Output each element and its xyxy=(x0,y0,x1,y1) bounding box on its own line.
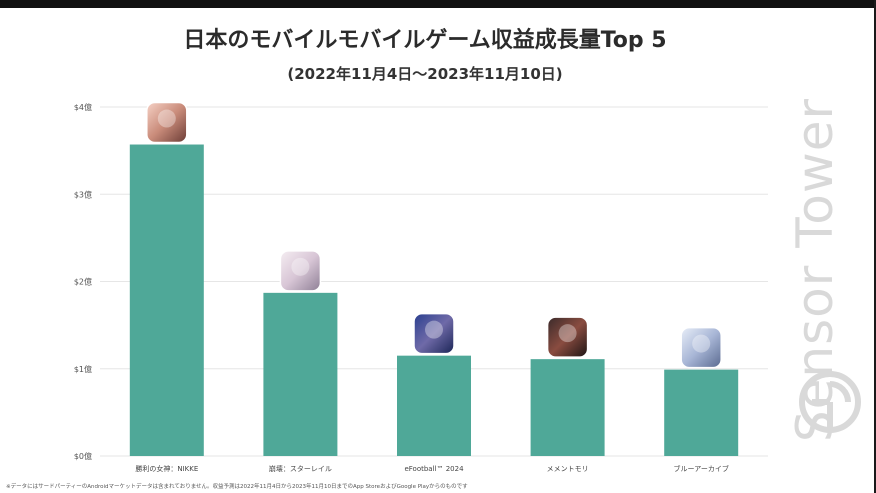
bar xyxy=(129,144,204,456)
y-tick-label: $1億 xyxy=(74,364,92,374)
bar xyxy=(530,359,605,456)
sensor-tower-watermark: Sensor Tower xyxy=(760,60,870,460)
x-axis-labels: 勝利の女神：NIKKE 崩壊：スターレイル eFootball™ 2024 メメントモ… xyxy=(135,464,729,473)
right-border xyxy=(874,0,876,493)
blue-archive-app-icon xyxy=(680,326,722,369)
star-rail-app-icon xyxy=(279,250,322,292)
bar xyxy=(263,292,338,456)
bars xyxy=(129,144,739,456)
memento-mori-app-icon xyxy=(546,316,589,358)
nikke-app-icon xyxy=(146,101,188,144)
x-tick-label: 崩壊：スターレイル xyxy=(269,464,332,473)
y-tick-label: $4億 xyxy=(74,102,92,112)
sensor-tower-logo-icon xyxy=(799,371,861,433)
y-tick-label: $3億 xyxy=(74,189,92,199)
footnote: ※データにはサードパーティーのAndroidマーケットデータは含まれておりません… xyxy=(6,484,468,490)
chart-subtitle: (2022年11月4日〜2023年11月10日) xyxy=(287,65,563,83)
x-tick-label: メメントモリ xyxy=(547,465,589,473)
x-tick-label: 勝利の女神：NIKKE xyxy=(135,464,198,473)
efootball-app-icon xyxy=(413,312,455,355)
bar xyxy=(664,369,739,456)
x-tick-label: ブルーアーカイブ xyxy=(674,464,729,473)
bar xyxy=(397,355,471,456)
x-tick-label: eFootball™ 2024 xyxy=(404,465,464,473)
chart-title: 日本のモバイルモバイルゲーム収益成長量Top 5 xyxy=(183,28,667,53)
app-icons xyxy=(146,101,722,369)
y-tick-label: $2億 xyxy=(74,277,92,287)
y-tick-label: $0億 xyxy=(74,451,92,461)
top-border xyxy=(0,0,876,8)
y-axis-ticks: $0億 $1億 $2億 $3億 $4億 xyxy=(74,102,92,461)
